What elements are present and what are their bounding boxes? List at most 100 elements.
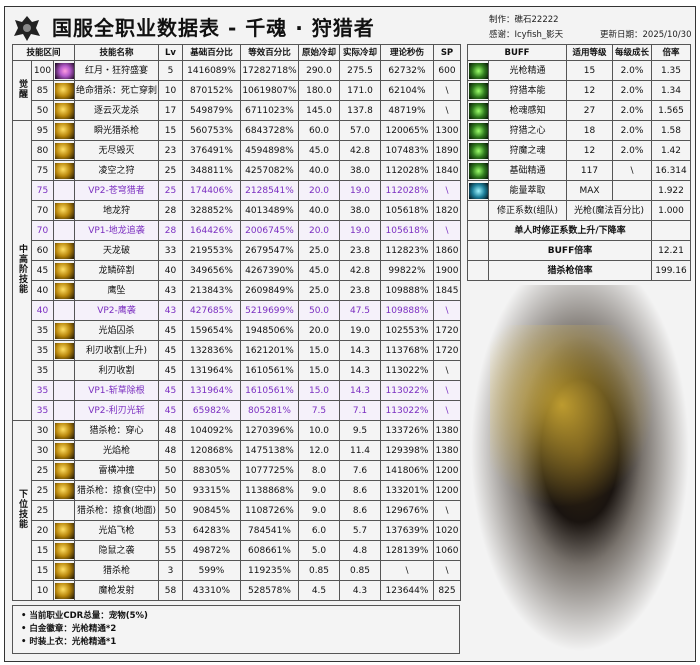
skill-sp: 1200: [433, 460, 461, 481]
skill-level-req: 95: [31, 120, 54, 141]
buff-row: 狩猎本能 12 2.0% 1.34: [467, 80, 691, 101]
skill-icon: [55, 342, 74, 359]
skill-level-req: 70: [31, 220, 54, 241]
skill-lv: 43: [158, 280, 183, 301]
skill-row: 15 猎杀枪 3 599% 119235% 0.85 0.85 \ \: [13, 560, 461, 581]
skill-lv: 28: [158, 220, 183, 241]
skill-lv: 5: [158, 60, 183, 81]
buff-header: 倍率: [651, 44, 691, 61]
skill-dps: 113022%: [380, 400, 434, 421]
buff-grow: 2.0%: [612, 100, 652, 121]
skill-lv: 43: [158, 300, 183, 321]
skill-icon: [55, 422, 74, 439]
skill-sp: 1720: [433, 320, 461, 341]
buff-grow: [612, 180, 652, 201]
hunt-rate-value: 199.16: [651, 260, 691, 281]
skill-eq: 4594898%: [240, 140, 299, 161]
skill-row: 15 隐鼠之袭 55 49872% 608661% 5.0 4.8 128139% 1060: [13, 540, 461, 561]
buff-rate: 1.565: [651, 100, 691, 121]
skill-lv: 10: [158, 80, 183, 101]
buff-grow: 2.0%: [612, 120, 652, 141]
column-header: 原始冷却: [298, 44, 340, 61]
skill-base: 1416089%: [182, 60, 241, 81]
skill-row: 20 光焰飞枪 53 64283% 784541% 6.0 5.7 137639% 1020: [13, 520, 461, 541]
buff-lvl: MAX: [566, 180, 613, 201]
buff-rate-row: BUFF倍率 12.21: [467, 240, 691, 261]
skill-acd: 5.7: [339, 520, 381, 541]
skill-acd: 9.5: [339, 420, 381, 441]
skill-cd: 40.0: [298, 200, 340, 221]
skill-base: 213843%: [182, 280, 241, 301]
skill-base: 549879%: [182, 100, 241, 121]
solo-row: 单人时修正系数上升/下降率: [467, 220, 691, 241]
skill-name: 光焰飞枪: [74, 520, 159, 541]
skill-eq: 528578%: [240, 580, 299, 601]
skill-sp: \: [433, 100, 461, 121]
skill-acd: 4.3: [339, 580, 381, 601]
skill-level-req: 30: [31, 440, 54, 461]
skill-level-req: 40: [31, 300, 54, 321]
skill-row: 25 猎杀枪：掠食(地面) 50 90845% 1108726% 9.0 8.6 129676…: [13, 500, 461, 521]
skill-eq: 1270396%: [240, 420, 299, 441]
skill-row: 10 魔枪发射 58 43310% 528578% 4.5 4.3 123644% 825: [13, 580, 461, 601]
group-label: 下位技能: [17, 488, 27, 529]
skill-dps: 113022%: [380, 360, 434, 381]
skill-name: VP1-斩草除根: [74, 380, 159, 401]
skill-lv: 25: [158, 160, 183, 181]
skill-name: 利刃收割(上升): [74, 340, 159, 361]
skill-sp: 1060: [433, 540, 461, 561]
skill-name: 猎杀枪：掠食(地面): [74, 500, 159, 521]
skill-sp: \: [433, 300, 461, 321]
skill-cd: 12.0: [298, 440, 340, 461]
skill-name: 光焰囚杀: [74, 320, 159, 341]
skill-row: 35 VP1-斩草除根 45 131964% 1610561% 15.0 14.3 11302…: [13, 380, 461, 401]
skill-icon: [55, 102, 74, 119]
skill-acd: 14.3: [339, 340, 381, 361]
skill-cd: 290.0: [298, 60, 340, 81]
skill-row: 中高阶技能 95 瞬光猎杀枪 15 560753% 6843728% 60.0 57.0 120…: [12, 120, 461, 421]
skill-level-req: 25: [31, 480, 54, 501]
buff-name: 能量萃取: [488, 180, 567, 201]
skill-eq: 1475138%: [240, 440, 299, 461]
skill-icon: [55, 242, 74, 259]
buff-icon: [469, 62, 488, 79]
skill-row: 80 无尽毁灭 23 376491% 4594898% 45.0 42.8 107483% 18…: [13, 140, 461, 161]
skill-lv: 45: [158, 360, 183, 381]
skill-sp: \: [433, 360, 461, 381]
skill-level-req: 35: [31, 380, 54, 401]
skill-row: 75 VP2-苍穹猎者 25 174406% 2128541% 20.0 19.0 11202…: [13, 180, 461, 201]
skill-name: 逐云灭龙杀: [74, 100, 159, 121]
skill-cd: 60.0: [298, 120, 340, 141]
skill-eq: 17282718%: [240, 60, 299, 81]
skill-level-req: 35: [31, 340, 54, 361]
skill-base: 376491%: [182, 140, 241, 161]
skill-sp: 1840: [433, 160, 461, 181]
skill-dps: 113768%: [380, 340, 434, 361]
buff-lvl: 18: [566, 120, 613, 141]
skill-row: 60 天龙破 33 219553% 2679547% 25.0 23.8 112823% 186…: [13, 240, 461, 261]
skill-acd: 23.8: [339, 240, 381, 261]
skill-acd: 23.8: [339, 280, 381, 301]
skill-dps: 137639%: [380, 520, 434, 541]
buff-row: 狩猎之心 18 2.0% 1.58: [467, 120, 691, 141]
skill-lv: 48: [158, 420, 183, 441]
buff-header: 每级成长: [612, 44, 652, 61]
skill-base: 164426%: [182, 220, 241, 241]
skill-lv: 25: [158, 180, 183, 201]
skill-lv: 45: [158, 380, 183, 401]
buff-rate: 16.314: [651, 160, 691, 181]
skill-sp: 1860: [433, 240, 461, 261]
skill-cd: 145.0: [298, 100, 340, 121]
skill-icon: [55, 542, 74, 559]
skill-level-req: 60: [31, 240, 54, 261]
skill-dps: 109888%: [380, 300, 434, 321]
skill-sp: 1900: [433, 260, 461, 281]
skill-dps: \: [380, 560, 434, 581]
skill-acd: 0.85: [339, 560, 381, 581]
skill-dps: 120065%: [380, 120, 434, 141]
skill-row: 85 绝命猎杀：死亡穿刺 10 870152% 10619807% 180.0 171.0 6…: [13, 80, 461, 101]
buff-icon: [469, 142, 488, 159]
skill-cd: 4.5: [298, 580, 340, 601]
skill-eq: 4267390%: [240, 260, 299, 281]
skill-row: 35 利刃收割(上升) 45 132836% 1621201% 15.0 14.3 11376…: [13, 340, 461, 361]
